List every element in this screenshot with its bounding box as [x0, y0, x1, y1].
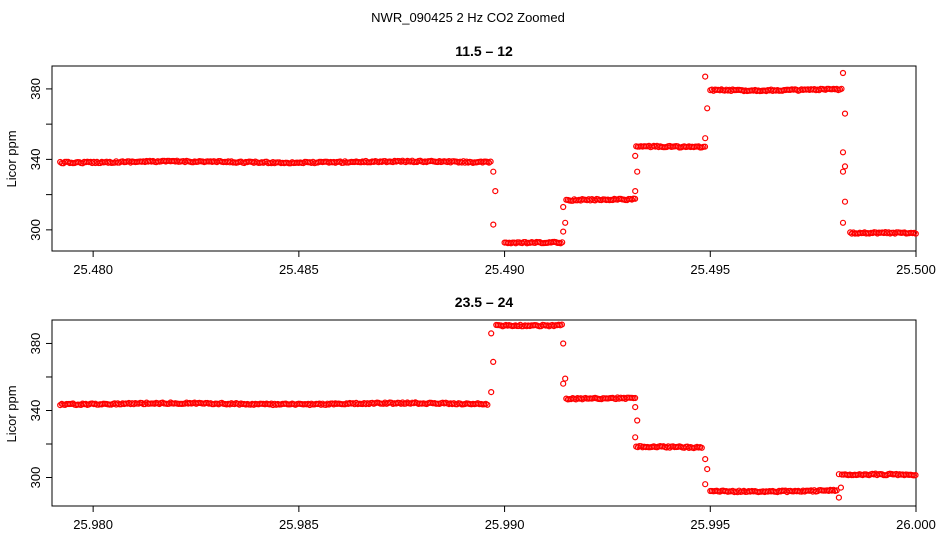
x-tick-label: 25.990	[485, 517, 525, 532]
x-tick-label: 25.495	[690, 262, 730, 277]
panel-top-points	[57, 69, 919, 247]
transition-point	[839, 168, 847, 175]
data-point	[912, 472, 919, 479]
data-point	[698, 444, 705, 451]
panel-bottom-ylabel: Licor ppm	[4, 385, 19, 442]
transition-point	[632, 152, 639, 159]
transition-point	[560, 380, 567, 387]
data-point	[487, 158, 494, 165]
x-tick-label: 25.490	[485, 262, 525, 277]
x-tick-label: 25.995	[690, 517, 730, 532]
transition-point	[702, 135, 709, 142]
data-point	[833, 487, 840, 494]
figure-suptitle: NWR_090425 2 Hz CO2 Zoomed	[371, 10, 565, 25]
transition-point	[634, 417, 641, 424]
transition-point	[488, 330, 495, 337]
y-tick-label: 340	[28, 400, 43, 422]
y-tick-label: 380	[28, 333, 43, 355]
transition-point	[492, 188, 499, 195]
transition-point	[490, 358, 497, 365]
panel-top-y-axis: 300 340 380	[28, 78, 53, 241]
transition-point	[562, 375, 569, 382]
x-tick-label: 25.485	[279, 262, 319, 277]
data-point	[558, 321, 566, 328]
data-point	[559, 239, 566, 246]
transition-point	[837, 484, 845, 491]
y-tick-label: 300	[28, 219, 43, 241]
transition-point	[835, 494, 843, 501]
panel-top-x-axis: 25.480 25.485 25.490 25.495 25.500	[73, 250, 936, 277]
panel-bottom-title: 23.5 – 24	[455, 294, 514, 310]
transition-point	[560, 203, 567, 211]
transition-point	[562, 219, 569, 226]
transition-point	[704, 105, 711, 112]
transition-point	[702, 481, 709, 488]
transition-point	[841, 110, 849, 117]
transition-point	[490, 168, 497, 175]
x-tick-label: 25.980	[73, 517, 113, 532]
transition-point	[632, 188, 639, 195]
panel-bottom-points	[57, 321, 919, 501]
y-tick-label: 340	[28, 149, 43, 171]
transition-point	[560, 340, 567, 347]
transition-point	[632, 434, 639, 441]
y-tick-label: 300	[28, 467, 43, 489]
data-point	[631, 195, 639, 202]
transition-point	[490, 221, 497, 228]
panel-bottom-x-axis: 25.980 25.985 25.990 25.995 26.000	[73, 505, 936, 532]
panel-top-ylabel: Licor ppm	[4, 130, 19, 187]
panel-bottom-y-axis: 300 340 380	[28, 333, 53, 489]
data-point	[701, 143, 709, 150]
data-point	[484, 401, 491, 408]
x-tick-label: 25.480	[73, 262, 113, 277]
data-point	[838, 85, 845, 92]
panel-top-title: 11.5 – 12	[455, 43, 513, 59]
transition-point	[632, 404, 639, 411]
panel-bottom: 23.5 – 24 Licor ppm 25.980 25.985 25.990 25…	[4, 294, 936, 532]
transition-point	[704, 466, 711, 473]
transition-point	[839, 219, 847, 226]
transition-point	[560, 228, 567, 235]
transition-point	[841, 163, 849, 170]
transition-point	[839, 149, 847, 156]
transition-point	[488, 389, 495, 396]
transition-point	[839, 69, 847, 77]
x-tick-label: 26.000	[896, 517, 936, 532]
panel-bottom-plot-area	[51, 319, 917, 507]
panel-top: 11.5 – 12 Licor ppm 25.480 25.485 25.490 25…	[4, 43, 936, 277]
data-point	[912, 230, 919, 237]
y-tick-label: 380	[28, 78, 43, 100]
x-tick-label: 25.985	[279, 517, 319, 532]
transition-point	[702, 73, 709, 80]
transition-point	[634, 168, 641, 175]
transition-point	[702, 456, 709, 463]
data-point	[631, 394, 639, 402]
transition-point	[841, 198, 849, 205]
x-tick-label: 25.500	[896, 262, 936, 277]
transition-point	[835, 471, 843, 478]
